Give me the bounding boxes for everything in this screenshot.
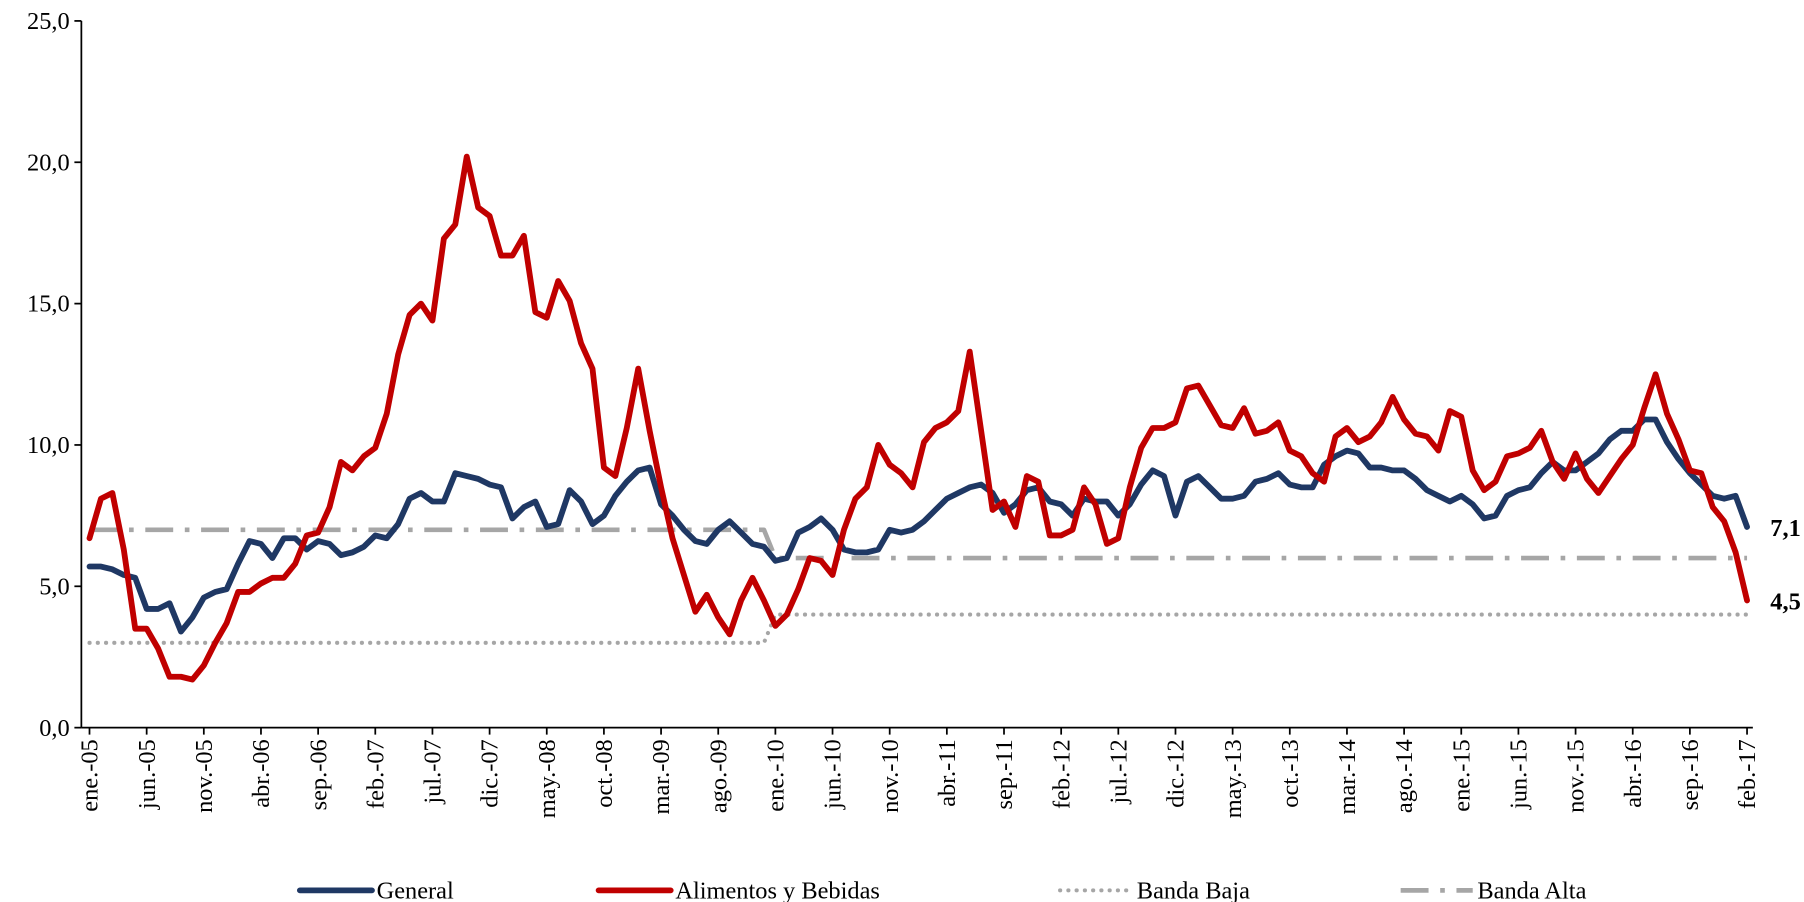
x-tick-label: dic.-12 (1163, 739, 1190, 807)
series-line (87, 612, 1750, 645)
x-tick-label: sep.-16 (1677, 739, 1704, 810)
x-tick-label: jun.-10 (820, 739, 847, 810)
y-tick-label: 15,0 (27, 291, 70, 318)
x-tick-label: ene.-10 (763, 739, 790, 811)
x-tick-label: ene.-05 (77, 739, 104, 811)
y-tick-label: 5,0 (39, 573, 70, 600)
x-tick-label: jul.-07 (420, 739, 447, 804)
x-tick-label: mar.-09 (648, 739, 675, 814)
value-label: 7,1 (1770, 515, 1801, 542)
x-tick-label: jul.-12 (1105, 739, 1132, 804)
y-tick-label: 20,0 (27, 149, 70, 176)
x-tick-label: nov.-10 (877, 739, 904, 813)
series-line (86, 153, 1750, 683)
x-tick-label: jun.-15 (1506, 739, 1533, 810)
x-tick-label: feb.-17 (1734, 739, 1761, 809)
series-line (89, 527, 1748, 561)
x-tick-label: sep.-11 (991, 739, 1018, 809)
legend-label: Banda Baja (1137, 878, 1250, 902)
x-tick-label: mar.-14 (1334, 739, 1361, 814)
x-tick-label: dic.-07 (477, 739, 504, 807)
x-tick-label: abr.-16 (1620, 739, 1647, 807)
value-label: 4,5 (1770, 589, 1801, 616)
legend-label: Banda Alta (1477, 878, 1586, 902)
y-tick-label: 10,0 (27, 432, 70, 459)
y-tick-label: 0,0 (39, 715, 70, 742)
series-line (86, 416, 1750, 635)
x-tick-label: feb.-07 (362, 739, 389, 809)
y-tick-label: 25,0 (27, 8, 70, 35)
x-tick-label: may.-08 (534, 739, 561, 818)
x-tick-label: ago.-14 (1391, 739, 1418, 813)
legend-label: General (377, 878, 454, 902)
x-tick-label: abr.-11 (934, 739, 961, 807)
x-tick-label: nov.-05 (191, 739, 218, 813)
x-tick-label: ene.-15 (1448, 739, 1475, 811)
x-tick-label: feb.-12 (1048, 739, 1075, 809)
x-tick-label: may.-13 (1220, 739, 1247, 818)
x-tick-label: abr.-06 (248, 739, 275, 807)
x-tick-label: oct.-08 (591, 739, 618, 807)
x-tick-label: nov.-15 (1563, 739, 1590, 813)
x-tick-label: jun.-05 (134, 739, 161, 810)
x-tick-label: oct.-13 (1277, 739, 1304, 807)
x-tick-label: sep.-06 (305, 739, 332, 810)
legend-label: Alimentos y Bebidas (675, 878, 880, 902)
x-tick-label: ago.-09 (705, 739, 732, 813)
